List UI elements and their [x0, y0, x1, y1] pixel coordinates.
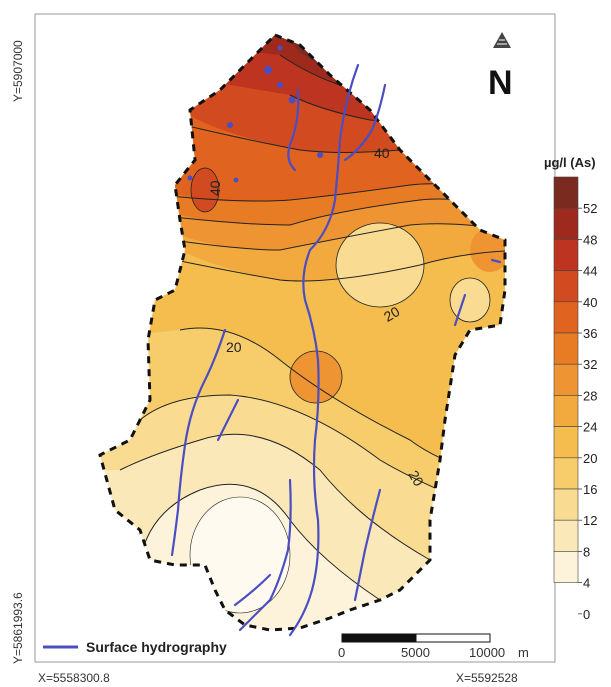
scale-tick-10000: 10000	[469, 645, 505, 660]
contour-line	[100, 223, 505, 251]
lake	[277, 82, 283, 88]
river-east-spur2	[490, 258, 502, 264]
scale-bar	[341, 633, 491, 643]
local-low-small	[449, 277, 491, 323]
legend-tick-label: 36	[583, 326, 597, 341]
contour-label-20-south: 20	[405, 467, 427, 489]
north-arrow-icon	[493, 32, 511, 48]
river-branch	[287, 88, 300, 172]
contour-line	[100, 239, 505, 282]
legend-color-ramp	[553, 176, 579, 583]
local-high-24	[289, 350, 343, 404]
river-main	[288, 63, 360, 637]
legend-swatch	[553, 395, 579, 427]
lakes	[187, 45, 323, 183]
legend-tick-label: 24	[583, 420, 597, 435]
y-bottom-coordinate: Y=5861993.6	[11, 592, 25, 664]
river-sw-tributary	[233, 573, 272, 607]
hydrography-legend-label: Surface hydrography	[86, 639, 227, 655]
lake	[233, 177, 239, 183]
legend-tick-label: 4	[583, 576, 590, 591]
legend-title: µg/l (As)	[544, 155, 596, 170]
surface-hydrography	[170, 63, 502, 637]
river-south-west	[238, 478, 292, 632]
study-area-boundary	[98, 33, 507, 632]
legend-swatch	[553, 239, 579, 271]
scale-tick-5000: 5000	[401, 645, 430, 660]
legend-tick-label: 28	[583, 388, 597, 403]
legend-tick-label: 48	[583, 232, 597, 247]
legend-tick-label: 44	[583, 264, 597, 279]
legend-tick-label: 40	[583, 295, 597, 310]
legend-swatch	[553, 332, 579, 365]
river-south	[353, 488, 382, 602]
river-east-spur	[453, 293, 467, 327]
legend-swatch	[553, 207, 579, 240]
river-west-branch	[216, 398, 240, 442]
legend-tick-label: 8	[583, 544, 590, 559]
x-right-coordinate: X=5592528	[456, 671, 518, 685]
river-west	[170, 328, 227, 557]
lake	[288, 96, 296, 104]
lake	[227, 122, 233, 128]
legend-tick-label: 52	[583, 201, 597, 216]
contour-line	[139, 483, 381, 601]
contour-label-20-east: 20	[381, 303, 403, 325]
legend-swatch	[553, 176, 579, 209]
legend-tick-label: 20	[583, 451, 597, 466]
local-low-0	[189, 496, 291, 614]
scale-tick-0: 0	[338, 645, 345, 660]
legend-tick-label: 32	[583, 357, 597, 372]
lake	[264, 66, 272, 74]
river-branch	[343, 83, 387, 162]
legend-swatch	[553, 488, 579, 521]
contour-line	[119, 433, 431, 561]
contour-label-40-east: 40	[374, 145, 390, 161]
legend-swatch	[553, 426, 579, 459]
legend-tick-label: 0	[583, 607, 590, 622]
local-high-40	[190, 167, 220, 213]
contour-label-20-west: 20	[226, 339, 242, 355]
legend-swatch	[553, 519, 579, 552]
north-label: N	[488, 64, 513, 102]
y-top-coordinate: Y=5907000	[11, 40, 25, 102]
scale-unit: m	[518, 645, 529, 660]
contour-label-40-west: 40	[207, 180, 223, 196]
lake	[317, 152, 323, 158]
local-low-20-east	[335, 222, 425, 308]
x-left-coordinate: X=5558300.8	[38, 671, 110, 685]
legend-swatch	[553, 270, 579, 303]
lake	[277, 45, 283, 51]
legend-swatch	[553, 363, 579, 396]
legend-swatch	[553, 457, 579, 490]
legend-tick-label: 12	[583, 513, 597, 528]
legend-swatch	[553, 551, 579, 583]
lake	[187, 175, 193, 181]
legend-swatch	[553, 301, 579, 334]
legend-tick-label: 16	[583, 482, 597, 497]
